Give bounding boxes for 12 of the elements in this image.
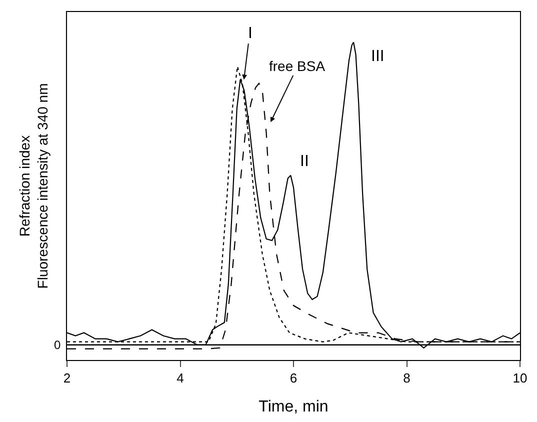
x-tick-label: 8: [403, 370, 410, 386]
annotation: free BSA: [269, 58, 326, 74]
annotation: II: [300, 153, 309, 170]
ref-line-label: 0: [54, 338, 61, 352]
x-axis-title: Time, min: [258, 398, 328, 416]
annotation: III: [371, 48, 384, 65]
x-tick-label: 10: [512, 370, 528, 386]
x-tick-label: 6: [290, 370, 298, 386]
y-axis-title: Refraction index Fluorescence intensity at 340 nm: [16, 83, 51, 289]
annotation: I: [248, 25, 252, 42]
x-tick-label: 4: [176, 370, 184, 386]
x-tick-label: 2: [63, 370, 71, 386]
